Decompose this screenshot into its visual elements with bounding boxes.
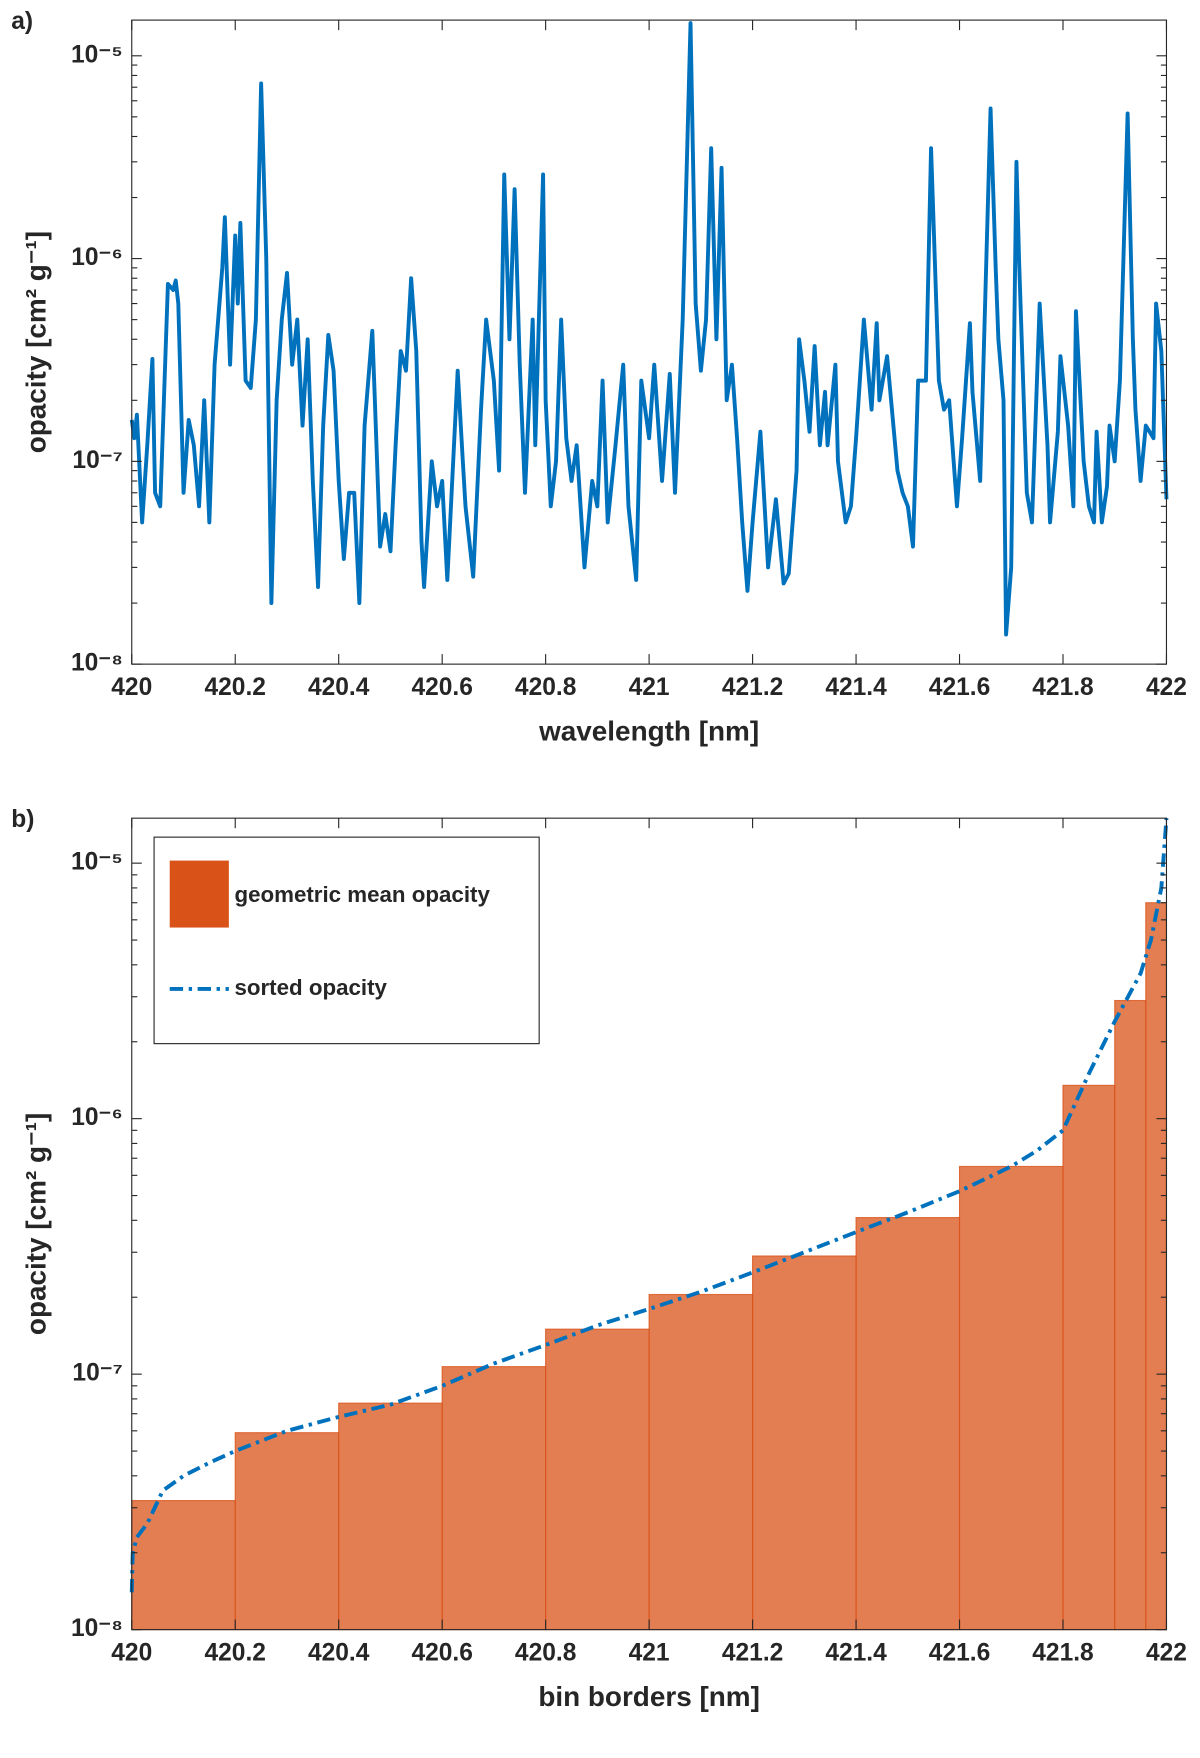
y-tick-label: 10⁻⁶ (71, 244, 123, 271)
y-tick-label: 10⁻⁵ (71, 41, 123, 68)
hist-bar (545, 1328, 650, 1631)
panel-label: a) (11, 8, 33, 35)
y-axis-label: opacity [cm² g⁻¹] (20, 231, 51, 453)
x-tick-label: 420 (111, 674, 152, 701)
x-tick-label: 421.2 (722, 1640, 783, 1667)
x-tick-label: 421.2 (722, 674, 783, 701)
legend-label: sorted opacity (234, 975, 387, 1000)
panel-label: b) (11, 806, 34, 833)
x-tick-label: 420.4 (308, 1640, 370, 1667)
plot-area (131, 20, 1167, 665)
y-tick-label: 10⁻⁵ (71, 849, 123, 876)
legend-swatch (169, 860, 229, 928)
x-tick-label: 420.4 (308, 674, 370, 701)
x-tick-label: 421 (629, 1640, 670, 1667)
y-axis-label: opacity [cm² g⁻¹] (20, 1113, 51, 1335)
x-tick-label: 421.6 (929, 1640, 990, 1667)
hist-bar (1062, 1084, 1116, 1631)
hist-bar (648, 1293, 754, 1631)
x-tick-label: 420.2 (205, 674, 266, 701)
x-tick-label: 422 (1146, 674, 1187, 701)
y-tick-label: 10⁻⁸ (71, 1615, 123, 1642)
x-tick-label: 420 (111, 1640, 152, 1667)
hist-bar (1145, 902, 1168, 1631)
x-axis-label: bin borders [nm] (538, 1681, 760, 1712)
legend-label: geometric mean opacity (234, 882, 490, 907)
y-tick-label: 10⁻⁸ (71, 650, 123, 677)
x-tick-label: 421.8 (1032, 674, 1093, 701)
hist-bar (441, 1366, 547, 1631)
x-tick-label: 420.8 (515, 1640, 576, 1667)
x-axis-label: wavelength [nm] (538, 716, 759, 747)
x-tick-label: 420.8 (515, 674, 576, 701)
x-tick-label: 421.4 (825, 674, 887, 701)
x-tick-label: 421.6 (929, 674, 990, 701)
x-tick-label: 420.6 (411, 1640, 472, 1667)
y-tick-label: 10⁻⁶ (71, 1104, 123, 1131)
sorted-line (129, 818, 1169, 1593)
hist-bar (855, 1217, 961, 1631)
x-tick-label: 421.4 (825, 1640, 887, 1667)
x-tick-label: 422 (1146, 1640, 1187, 1667)
x-tick-label: 421 (629, 674, 670, 701)
hist-bar (234, 1432, 340, 1631)
hist-bar (752, 1255, 857, 1631)
y-tick-label: 10⁻⁷ (72, 1360, 122, 1387)
hist-bar (958, 1165, 1064, 1631)
opacity-line (129, 21, 1169, 637)
x-tick-label: 421.8 (1032, 1640, 1093, 1667)
y-tick-label: 10⁻⁷ (72, 447, 122, 474)
hist-bar (1114, 999, 1147, 1631)
x-tick-label: 420.6 (411, 674, 472, 701)
hist-bar (338, 1402, 443, 1631)
x-tick-label: 420.2 (205, 1640, 266, 1667)
